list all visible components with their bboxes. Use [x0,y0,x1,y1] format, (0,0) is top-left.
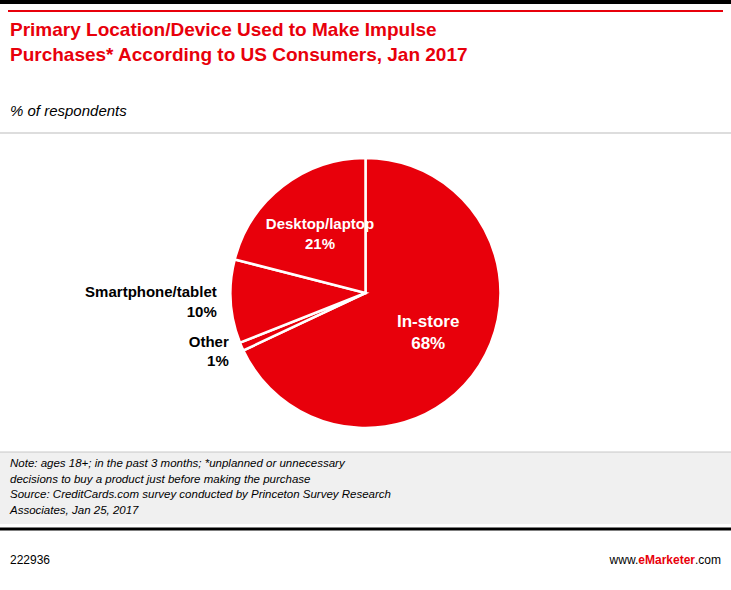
footer-site-www: www. [609,553,639,567]
title: Primary Location/Device Used to Make Imp… [10,19,468,65]
footer-site-brand: eMarketer [638,553,695,567]
top-border [0,0,731,4]
title-separator [0,133,731,134]
title-rule [8,10,723,12]
note-border [0,452,731,453]
category-label: Smartphone/tablet [85,283,217,300]
pie [230,158,500,428]
category-label: Other [189,333,229,350]
note: Note: ages 18+; in the past 3 months; *u… [9,457,391,516]
note-box [0,452,731,524]
footer-id: 222936 [10,553,50,567]
category-label: In-store [397,312,459,331]
chart: Primary Location/Device Used to Make Imp… [0,0,731,590]
footer-site: www.eMarketer.com [609,553,721,567]
value-label: 21% [305,235,335,252]
value-label: 1% [207,352,229,369]
value-label: 68% [411,334,445,353]
subtitle: % of respondents [10,102,127,119]
footer-site-end: .com [695,553,721,567]
footer-border [0,528,731,531]
data-labels: In-store 68% Other 1% Smartphone/tablet 10% De… [85,215,459,369]
value-label: 10% [187,303,217,320]
category-label: Desktop/laptop [266,215,374,232]
